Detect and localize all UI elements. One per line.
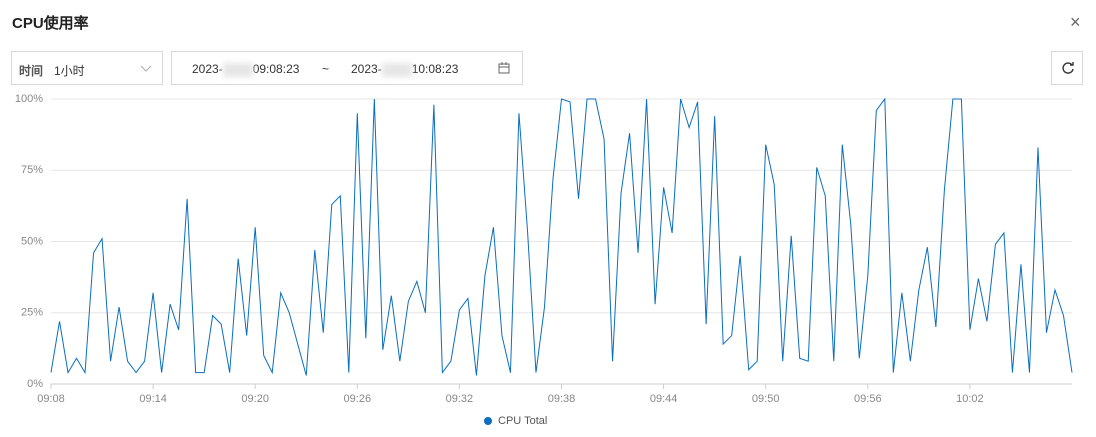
- chevron: [140, 65, 152, 72]
- y-tick-label: 50%: [21, 235, 43, 247]
- redaction: [381, 62, 412, 77]
- start-date: 2023- 09:08:23: [192, 62, 299, 77]
- close-button[interactable]: ×: [1070, 12, 1081, 32]
- x-tick-label: 09:56: [854, 393, 882, 405]
- refresh-button[interactable]: [1051, 51, 1083, 85]
- x-tick-label: 09:14: [139, 393, 167, 405]
- x-tick-label: 09:50: [752, 393, 780, 405]
- start-prefix: 2023-: [192, 62, 223, 76]
- legend-label: CPU Total: [498, 415, 547, 427]
- x-tick-label: 09:38: [548, 393, 576, 405]
- x-tick-label: 09:20: [241, 393, 269, 405]
- x-tick-label: 09:44: [650, 393, 678, 405]
- x-tick-label: 09:26: [344, 393, 372, 405]
- series-line: [50, 97, 1073, 376]
- x-tick-label: 09:08: [37, 393, 65, 405]
- end-date: 2023- 10:08:23: [351, 62, 458, 77]
- title: CPU使用率: [12, 15, 89, 32]
- y-tick-label: 0%: [27, 378, 43, 390]
- separator: ~: [322, 62, 330, 76]
- y-tick-label: 100%: [15, 93, 43, 105]
- redaction: [222, 62, 253, 77]
- refresh-icon: [1062, 62, 1074, 74]
- end-time: 10:08:23: [411, 62, 459, 76]
- time-label: 时间: [19, 64, 44, 78]
- date-range[interactable]: 2023- 09:08:23 ~ 2023- 10:08:23: [171, 51, 523, 85]
- x-tick-label: 09:32: [446, 393, 474, 405]
- start-time: 09:08:23: [252, 62, 300, 76]
- end-prefix: 2023-: [351, 62, 382, 76]
- calendar-icon: [498, 62, 510, 74]
- x-tick-label: 10:02: [956, 393, 984, 405]
- y-tick-label: 25%: [21, 307, 43, 319]
- range-value: 1小时: [54, 64, 85, 78]
- y-tick-label: 75%: [21, 164, 43, 176]
- range-select[interactable]: 时间 1小时: [11, 51, 163, 85]
- legend-marker: [484, 417, 492, 425]
